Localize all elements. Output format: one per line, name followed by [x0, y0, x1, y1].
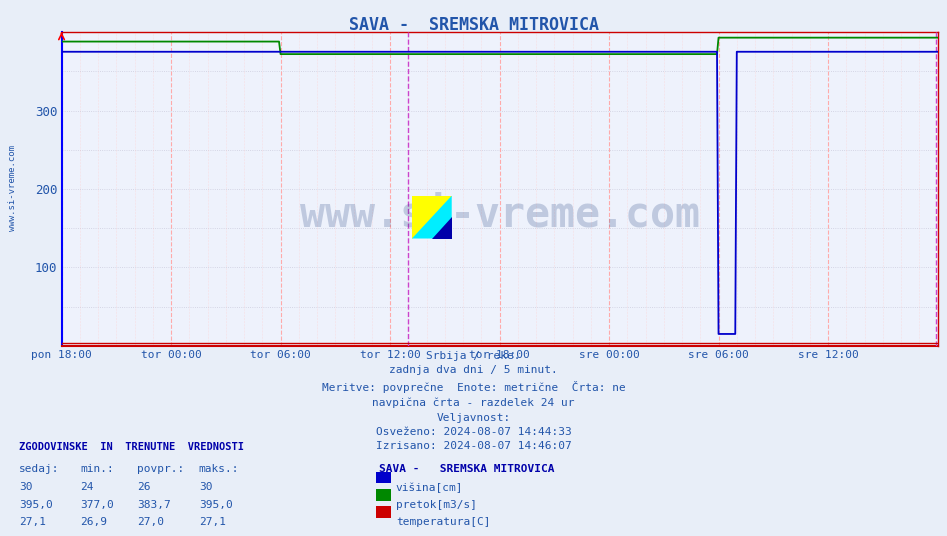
Text: 26,9: 26,9	[80, 517, 108, 527]
Text: sedaj:: sedaj:	[19, 464, 60, 474]
Polygon shape	[432, 217, 452, 239]
Text: min.:: min.:	[80, 464, 115, 474]
Text: 27,1: 27,1	[19, 517, 46, 527]
Text: temperatura[C]: temperatura[C]	[396, 517, 491, 527]
Text: pretok[m3/s]: pretok[m3/s]	[396, 500, 477, 510]
Text: 377,0: 377,0	[80, 500, 115, 510]
Text: 383,7: 383,7	[137, 500, 171, 510]
Text: 30: 30	[19, 482, 32, 493]
Text: maks.:: maks.:	[199, 464, 240, 474]
Text: povpr.:: povpr.:	[137, 464, 185, 474]
Text: ZGODOVINSKE  IN  TRENUTNE  VREDNOSTI: ZGODOVINSKE IN TRENUTNE VREDNOSTI	[19, 442, 244, 452]
Text: 26: 26	[137, 482, 151, 493]
Text: www.si-vreme.com: www.si-vreme.com	[8, 145, 17, 230]
Text: 395,0: 395,0	[199, 500, 233, 510]
Text: 24: 24	[80, 482, 94, 493]
Text: SAVA -   SREMSKA MITROVICA: SAVA - SREMSKA MITROVICA	[379, 464, 554, 474]
Text: www.si-vreme.com: www.si-vreme.com	[299, 193, 700, 235]
Text: SAVA -  SREMSKA MITROVICA: SAVA - SREMSKA MITROVICA	[348, 16, 599, 34]
Text: 27,0: 27,0	[137, 517, 165, 527]
Text: 27,1: 27,1	[199, 517, 226, 527]
Text: višina[cm]: višina[cm]	[396, 482, 463, 493]
Text: Srbija / reke.
zadnja dva dni / 5 minut.
Meritve: povprečne  Enote: metrične  Čr: Srbija / reke. zadnja dva dni / 5 minut.…	[322, 351, 625, 451]
Polygon shape	[412, 196, 452, 239]
Text: 30: 30	[199, 482, 212, 493]
Polygon shape	[412, 196, 452, 239]
Text: 395,0: 395,0	[19, 500, 53, 510]
